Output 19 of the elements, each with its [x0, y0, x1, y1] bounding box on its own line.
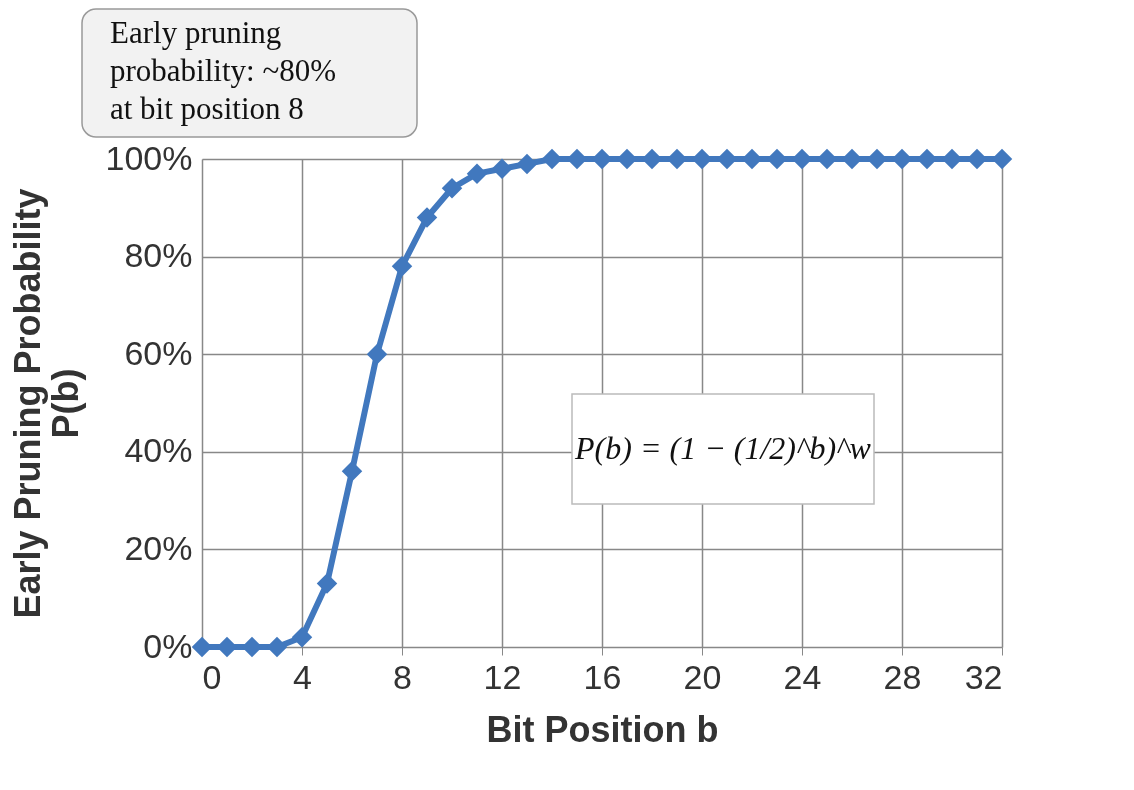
x-tick-label: 28: [883, 657, 922, 696]
x-tick-label: 0: [202, 657, 222, 696]
y-tick-label: 80%: [124, 236, 193, 275]
y-tick-label: 40%: [124, 431, 193, 470]
x-tick-label: 8: [393, 657, 412, 696]
y-tick-label: 0%: [143, 626, 193, 665]
x-tick-label: 20: [683, 657, 722, 696]
y-tick-label: 100%: [105, 138, 193, 177]
y-tick-label: 60%: [124, 333, 193, 372]
x-tick-label: 32: [964, 657, 1003, 696]
text: Early pruning probability: ~80% at bit position 8: [110, 15, 336, 126]
x-tick-label: 12: [483, 657, 522, 696]
annotation: P(b) = (1 − (1/2)^b)^w: [574, 430, 872, 466]
x-axis-title: Bit Position b: [486, 708, 719, 750]
y-tick-label: 20%: [124, 528, 193, 567]
x-tick-label: 4: [293, 657, 312, 696]
y-axis-title: Early Pruning Probability P(b): [6, 188, 86, 619]
x-tick-label: 16: [583, 657, 622, 696]
x-tick-label: 24: [783, 657, 822, 696]
